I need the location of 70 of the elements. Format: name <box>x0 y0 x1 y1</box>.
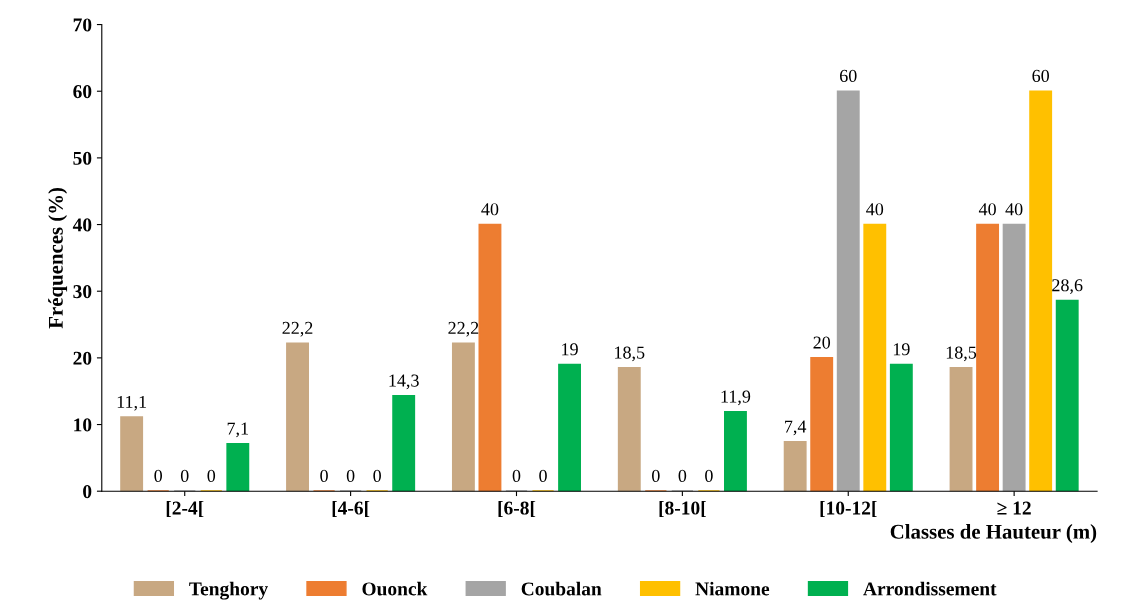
y-axis-title: Fréquences (%) <box>48 187 68 329</box>
bar <box>889 363 913 492</box>
y-tick-label: 60 <box>73 85 92 99</box>
data-label: 19 <box>893 343 910 356</box>
data-label: 22,2 <box>282 321 313 337</box>
data-label: 0 <box>512 469 521 482</box>
data-label: 0 <box>207 469 216 482</box>
data-label: 0 <box>652 469 660 482</box>
data-label: 40 <box>978 203 996 216</box>
y-tick-label: 40 <box>72 218 92 232</box>
data-label: 18,5 <box>946 346 977 362</box>
x-tick-label: [4-6[ <box>332 500 370 518</box>
y-tick-label: 30 <box>73 285 92 299</box>
data-label: 0 <box>705 469 713 482</box>
bar <box>392 395 416 492</box>
legend-label: Ouonck <box>362 581 428 596</box>
bar <box>478 223 502 492</box>
data-label: 40 <box>1005 203 1023 216</box>
legend-label: Arrondissement <box>863 581 997 596</box>
bar <box>617 367 641 492</box>
bar <box>1055 299 1079 492</box>
bar <box>286 342 309 492</box>
data-label: 14,3 <box>389 374 419 390</box>
bar <box>558 363 582 492</box>
legend-label: Coubalan <box>521 581 602 596</box>
bar <box>810 357 834 492</box>
bar <box>724 411 747 492</box>
y-tick-label: 70 <box>73 18 92 32</box>
bar <box>1029 90 1053 492</box>
legend-label: Tenghory <box>189 581 268 600</box>
data-label: 19 <box>562 343 578 356</box>
legend-label: Niamone <box>695 581 770 596</box>
data-label: 0 <box>539 469 547 482</box>
data-label: 0 <box>346 469 355 482</box>
bar <box>1002 223 1026 492</box>
data-label: 40 <box>866 203 884 216</box>
data-label: 60 <box>1032 69 1050 82</box>
data-label: 18,5 <box>615 346 645 362</box>
bar <box>120 416 144 492</box>
x-axis-title: Classes de Hauteur (m) <box>890 524 1097 543</box>
data-label: 40 <box>481 203 499 216</box>
data-label: 28,6 <box>1052 279 1083 294</box>
x-tick-label: [10-12[ <box>820 500 877 518</box>
data-label: 0 <box>373 469 381 482</box>
bar <box>863 223 887 492</box>
x-tick-label: [2-4[ <box>166 500 204 518</box>
data-label: 0 <box>678 469 687 482</box>
data-label: 0 <box>154 469 163 482</box>
x-tick-label: ≥ 12 <box>997 501 1031 515</box>
bar <box>783 441 807 492</box>
data-label: 11,1 <box>117 395 147 411</box>
bar <box>949 367 973 492</box>
y-tick-label: 10 <box>74 418 92 432</box>
bar <box>451 342 475 492</box>
data-label: 7,4 <box>785 420 807 436</box>
data-label: 11,9 <box>721 390 751 406</box>
bar <box>226 443 250 492</box>
data-label: 20 <box>813 336 831 349</box>
data-label: 60 <box>840 69 857 82</box>
bar <box>976 223 1000 492</box>
data-label: 0 <box>180 469 189 482</box>
x-tick-label: [8-10[ <box>659 500 706 518</box>
bar <box>836 90 860 492</box>
y-tick-label: 0 <box>83 485 92 499</box>
data-label: 7,1 <box>227 422 249 438</box>
y-tick-label: 50 <box>73 151 92 165</box>
data-label: 22,2 <box>448 321 479 337</box>
y-tick-label: 20 <box>73 351 92 365</box>
data-label: 0 <box>320 469 328 482</box>
x-tick-label: [6-8[ <box>498 500 536 518</box>
